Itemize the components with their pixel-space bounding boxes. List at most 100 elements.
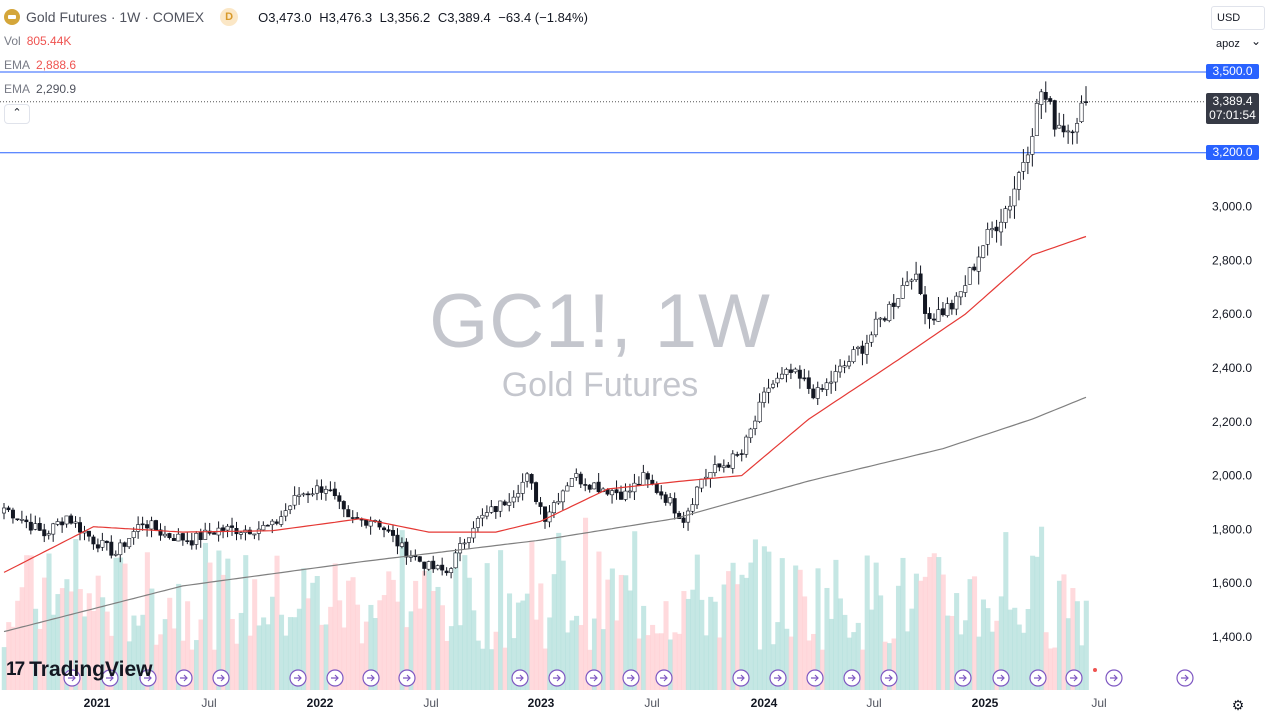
interval-badge[interactable]: D [220,8,239,26]
candle-up [19,519,24,521]
candle-down [37,523,42,531]
volume-bar [766,551,772,690]
tradingview-logo[interactable]: 17 TradingView [6,658,152,682]
candle-up [520,481,525,494]
volume-bar [712,601,718,690]
high-value: 3,476.3 [328,9,373,25]
ema-slow-row[interactable]: EMA 2,290.9 [4,81,76,96]
candle-down [717,463,722,468]
event-marker-icon [1065,669,1083,687]
time-tick-label: Jul [644,696,659,710]
volume-bar [685,598,691,690]
level-lines-layer [0,71,1206,154]
price-tick-label: 1,600.0 [1212,576,1252,590]
event-marker-icon [954,669,972,687]
volume-bar [757,649,763,690]
time-axis[interactable]: 2021 Jul 2022 Jul 2023 Jul 2024 Jul 2025 Jul [84,696,1107,710]
volume-bar [1,647,7,690]
candle-up [113,553,118,556]
volume-bar [113,557,119,690]
candle-down [583,484,588,486]
time-tick-label: 2023 [528,696,555,710]
scale-mode-selector[interactable]: apoz [1211,30,1265,55]
candle-down [10,509,15,519]
volume-bar [681,591,687,690]
volume-bar [274,555,280,690]
candle-up [466,537,471,543]
volume-bar [958,634,964,690]
volume-bar [126,641,133,690]
event-marker-arrow [331,674,339,682]
volume-bar [122,563,128,690]
candle-down [1048,98,1053,102]
volume-bar [314,576,320,690]
event-marker-arrow [1034,674,1042,682]
event-marker-icon [63,669,81,687]
candle-up [453,552,458,569]
event-dot [1093,668,1097,672]
candle-up [314,485,319,494]
time-tick-label: 2025 [972,696,999,710]
volume-indicator-row[interactable]: Vol 805.44K [4,33,71,48]
candle-down [677,512,682,519]
candle-up [471,527,476,539]
candle-down [28,521,33,531]
event-marker-arrow [106,674,114,682]
volume-bar [650,624,656,690]
candle-up [297,494,302,497]
level-lower-tag[interactable]: 3,200.0 [1206,145,1259,160]
candle-down [404,541,409,558]
volume-bar [815,568,821,690]
volume-bar [399,530,405,690]
volume-bar [752,539,758,690]
volume-bar [109,635,115,690]
ema-slow-value: 2,290.9 [36,82,77,96]
volume-bar [502,647,508,690]
candle-down [328,489,333,492]
candle-down [154,520,159,531]
volume-bar [909,608,915,690]
volume-bar [1065,618,1071,690]
volume-bar [194,640,200,690]
candle-down [663,494,668,503]
candle-down [306,493,311,496]
candle-down [605,489,610,495]
volume-bar [19,587,25,690]
volume-bar [1025,609,1031,690]
price-tick-label: 2,800.0 [1212,253,1252,267]
candle-up [833,371,838,383]
candle-down [15,518,20,521]
volume-bar [842,614,848,690]
level-upper-tag[interactable]: 3,500.0 [1206,64,1259,79]
volume-bar [967,579,973,690]
currency-selector[interactable]: USD [1211,6,1265,30]
settings-icon[interactable]: ⚙ [1231,697,1245,713]
candle-down [529,474,534,484]
volume-bar [583,517,589,690]
ema-fast-row[interactable]: EMA 2,888.6 [4,57,76,72]
volume-bar [444,640,450,690]
volume-bar [954,593,960,690]
high-label: H [319,9,329,25]
event-marker-icon [769,669,787,687]
candle-up [771,383,776,388]
candle-down [940,308,945,316]
volume-bar [676,633,682,690]
volume-bar [846,637,852,690]
volume-bar [319,624,325,690]
candle-up [310,493,315,496]
event-marker-arrow [811,674,819,682]
symbol-title-row[interactable]: Gold Futures · 1W · COMEX D O3,473.0 H3,… [4,8,592,26]
candle-up [855,346,860,349]
volume-bar [654,633,660,690]
event-marker-icon [806,669,824,687]
symbol-title[interactable]: Gold Futures · 1W · COMEX [26,9,205,25]
volume-bar [498,550,504,690]
volume-bar [542,648,548,690]
volume-bar [761,546,767,690]
volume-bar [100,597,106,690]
collapse-legend-button[interactable]: ⌃ [4,104,30,124]
candle-down [319,486,324,493]
price-axis[interactable]: 1,400.0 1,600.0 1,800.0 2,000.0 2,200.0 2,400… [1212,200,1252,644]
